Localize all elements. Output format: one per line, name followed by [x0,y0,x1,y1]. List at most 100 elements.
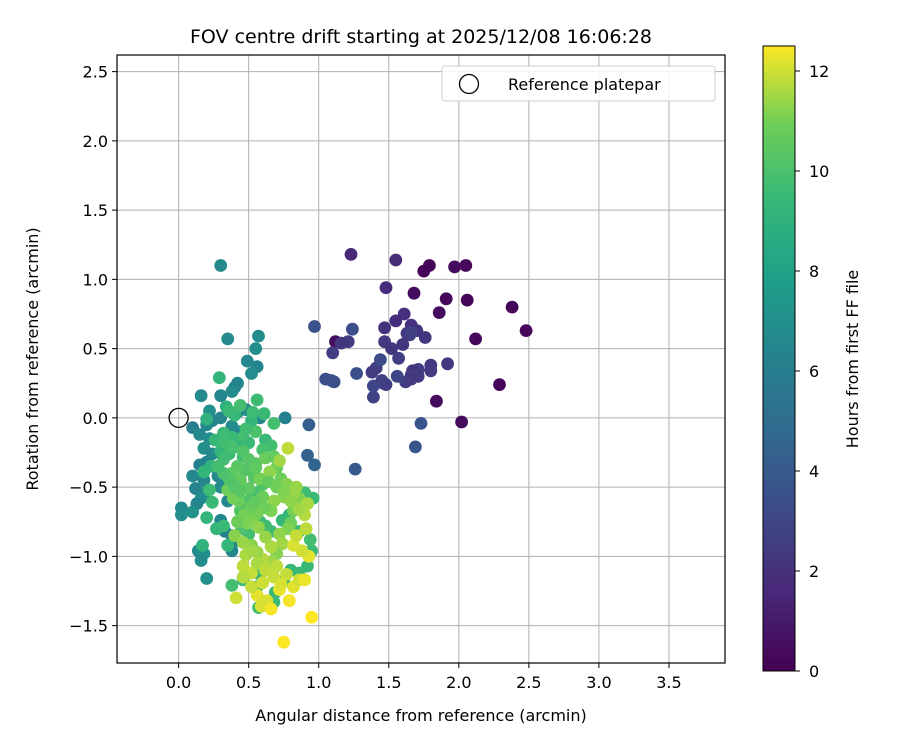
data-point [217,519,230,533]
data-point [284,494,298,508]
data-point [302,418,316,432]
data-points [175,248,533,649]
y-tick-label: −0.5 [69,478,108,497]
y-tick-label: −1.0 [69,547,108,566]
data-point [493,378,506,391]
data-point [208,433,222,447]
data-point [214,411,228,425]
data-point [222,404,236,418]
data-point [264,602,278,616]
y-tick-label: 0.5 [83,340,108,359]
colorbar-tick-label: 6 [809,362,819,381]
data-point [189,482,202,495]
data-point [287,538,300,552]
colorbar: 0 2 4 6 8 10 12 Hours from first FF file [762,45,862,681]
data-point [236,570,250,584]
data-point [367,390,380,404]
x-tick-label: 3.0 [586,673,611,692]
data-point [392,351,405,365]
data-point [225,385,239,398]
data-point [459,259,473,272]
data-point [301,497,314,511]
data-point [424,364,438,378]
data-point [301,559,314,573]
data-point [346,322,359,336]
legend-reference-label: Reference platepar [508,75,661,94]
colorbar-tick-label: 0 [809,662,819,681]
x-axis-ticks: 0.0 0.5 1.0 1.5 2.0 2.5 3.0 3.5 [166,663,682,692]
y-axis-ticks: −1.5 −1.0 −0.5 0.0 0.5 1.0 1.5 2.0 2.5 [69,63,117,636]
data-point [280,568,293,581]
data-point [385,342,398,355]
data-point [249,425,263,439]
data-point [432,306,446,319]
data-point [270,559,284,573]
y-tick-label: 0.0 [83,409,108,428]
data-point [246,405,260,419]
data-point [214,389,228,403]
y-tick-label: 2.5 [83,63,108,82]
x-tick-label: 0.5 [236,673,261,692]
data-point [418,331,432,344]
data-point [505,300,519,314]
data-point [289,529,303,542]
data-point [273,454,286,468]
gridlines [117,55,725,663]
data-point [374,353,387,367]
data-point [390,369,404,383]
x-axis-title: Angular distance from reference (arcmin) [255,706,586,725]
data-point [211,459,225,473]
x-tick-label: 2.5 [516,673,541,692]
colorbar-ticks: 0 2 4 6 8 10 12 [795,62,829,681]
data-point [250,393,264,407]
data-point [254,599,268,613]
colorbar-tick-label: 2 [809,562,819,581]
data-point [240,354,254,368]
data-point [303,533,317,547]
data-point [379,378,393,391]
data-point [389,314,403,328]
data-point [225,579,239,592]
data-point [249,342,263,355]
x-tick-label: 2.0 [446,673,471,692]
chart-title: FOV centre drift starting at 2025/12/08 … [190,26,652,48]
y-tick-label: 1.5 [83,201,108,220]
colorbar-tick-label: 8 [809,262,819,281]
data-point [175,508,188,522]
data-point [197,465,211,479]
data-point [273,527,286,541]
x-tick-label: 1.0 [306,673,331,692]
data-point [186,469,200,483]
data-point [469,332,482,346]
data-point [200,511,214,524]
data-point [257,407,271,421]
data-point [365,365,379,379]
data-point [231,515,244,529]
data-point [249,461,263,475]
data-point [350,367,363,380]
data-point [281,441,295,455]
colorbar-tick-label: 10 [809,162,829,181]
data-point [301,448,314,462]
data-point [344,248,358,261]
data-point [200,572,214,585]
data-point [194,389,208,403]
x-tick-label: 3.5 [656,673,681,692]
data-point [455,415,468,429]
legend: Reference platepar [441,65,716,102]
data-point [274,577,288,591]
data-point [439,292,453,306]
data-point [240,516,254,530]
data-point [308,458,321,472]
data-point [460,293,474,307]
data-point [448,260,461,274]
data-point [278,411,292,425]
plot-frame [116,54,726,664]
data-point [252,329,265,343]
reference-platepar-marker [168,407,189,429]
data-point [275,537,289,551]
colorbar-tick-label: 4 [809,462,819,481]
colorbar-tick-label: 12 [809,62,829,81]
data-point [267,417,281,430]
